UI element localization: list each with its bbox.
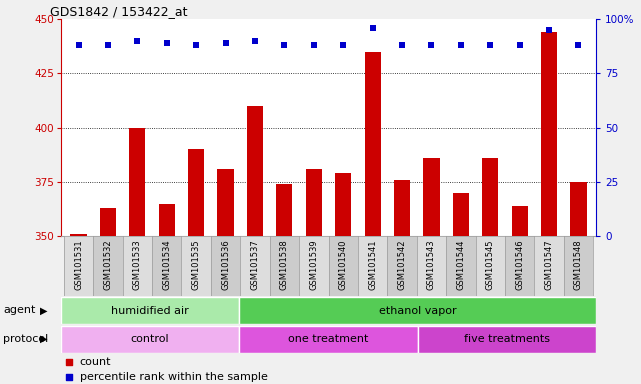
Text: GSM101547: GSM101547 bbox=[545, 239, 554, 290]
Point bbox=[544, 27, 554, 33]
Text: GSM101548: GSM101548 bbox=[574, 239, 583, 290]
Text: count: count bbox=[79, 358, 111, 367]
Bar bbox=[239, 297, 596, 324]
Bar bbox=[541, 32, 557, 236]
Bar bbox=[453, 193, 469, 236]
Point bbox=[485, 42, 495, 48]
Point bbox=[132, 38, 142, 44]
Text: GSM101537: GSM101537 bbox=[251, 239, 260, 290]
Text: ▶: ▶ bbox=[40, 334, 48, 344]
Bar bbox=[100, 208, 116, 236]
Bar bbox=[129, 127, 146, 236]
Point bbox=[64, 374, 74, 381]
Bar bbox=[181, 236, 211, 296]
Text: protocol: protocol bbox=[3, 334, 49, 344]
Bar bbox=[358, 236, 387, 296]
Bar bbox=[71, 234, 87, 236]
Bar bbox=[270, 236, 299, 296]
Bar bbox=[423, 158, 440, 236]
Point bbox=[573, 42, 583, 48]
Text: five treatments: five treatments bbox=[464, 334, 550, 344]
Text: GDS1842 / 153422_at: GDS1842 / 153422_at bbox=[50, 5, 188, 18]
Bar bbox=[299, 236, 328, 296]
Point bbox=[338, 42, 348, 48]
Text: GSM101532: GSM101532 bbox=[103, 239, 112, 290]
Bar bbox=[188, 149, 204, 236]
Text: ▶: ▶ bbox=[40, 305, 48, 315]
Text: GSM101539: GSM101539 bbox=[310, 239, 319, 290]
Bar bbox=[152, 236, 181, 296]
Point bbox=[103, 42, 113, 48]
Point bbox=[64, 359, 74, 366]
Bar bbox=[122, 236, 152, 296]
Bar bbox=[93, 236, 122, 296]
Text: GSM101546: GSM101546 bbox=[515, 239, 524, 290]
Text: GSM101536: GSM101536 bbox=[221, 239, 230, 290]
Text: GSM101538: GSM101538 bbox=[280, 239, 289, 290]
Text: GSM101542: GSM101542 bbox=[397, 239, 406, 290]
Bar bbox=[240, 236, 270, 296]
Bar bbox=[239, 326, 418, 353]
Bar bbox=[335, 173, 351, 236]
Text: ethanol vapor: ethanol vapor bbox=[379, 306, 456, 316]
Bar bbox=[505, 236, 535, 296]
Text: GSM101540: GSM101540 bbox=[338, 239, 347, 290]
Text: GSM101531: GSM101531 bbox=[74, 239, 83, 290]
Text: agent: agent bbox=[3, 305, 36, 315]
Point bbox=[279, 42, 290, 48]
Bar bbox=[535, 236, 564, 296]
Point bbox=[74, 42, 84, 48]
Point bbox=[162, 40, 172, 46]
Text: GSM101544: GSM101544 bbox=[456, 239, 465, 290]
Bar bbox=[512, 206, 528, 236]
Bar bbox=[306, 169, 322, 236]
Bar bbox=[570, 182, 587, 236]
Text: percentile rank within the sample: percentile rank within the sample bbox=[79, 372, 267, 382]
Text: GSM101535: GSM101535 bbox=[192, 239, 201, 290]
Bar bbox=[418, 326, 596, 353]
Point bbox=[367, 25, 378, 31]
Bar bbox=[61, 326, 239, 353]
Bar bbox=[276, 184, 292, 236]
Point bbox=[456, 42, 466, 48]
Point bbox=[191, 42, 201, 48]
Bar bbox=[417, 236, 446, 296]
Bar bbox=[365, 52, 381, 236]
Text: one treatment: one treatment bbox=[288, 334, 369, 344]
Bar bbox=[159, 204, 175, 236]
Point bbox=[221, 40, 231, 46]
Point bbox=[515, 42, 525, 48]
Text: GSM101533: GSM101533 bbox=[133, 239, 142, 290]
Bar bbox=[217, 169, 234, 236]
Bar bbox=[446, 236, 476, 296]
Point bbox=[309, 42, 319, 48]
Bar bbox=[61, 297, 239, 324]
Bar bbox=[564, 236, 593, 296]
Point bbox=[426, 42, 437, 48]
Text: GSM101543: GSM101543 bbox=[427, 239, 436, 290]
Bar bbox=[328, 236, 358, 296]
Bar bbox=[211, 236, 240, 296]
Point bbox=[250, 38, 260, 44]
Bar bbox=[482, 158, 498, 236]
Bar bbox=[394, 180, 410, 236]
Text: humidified air: humidified air bbox=[112, 306, 189, 316]
Bar bbox=[247, 106, 263, 236]
Bar bbox=[476, 236, 505, 296]
Bar bbox=[64, 236, 93, 296]
Text: GSM101545: GSM101545 bbox=[486, 239, 495, 290]
Point bbox=[397, 42, 407, 48]
Text: GSM101541: GSM101541 bbox=[368, 239, 377, 290]
Bar bbox=[387, 236, 417, 296]
Text: control: control bbox=[131, 334, 169, 344]
Text: GSM101534: GSM101534 bbox=[162, 239, 171, 290]
